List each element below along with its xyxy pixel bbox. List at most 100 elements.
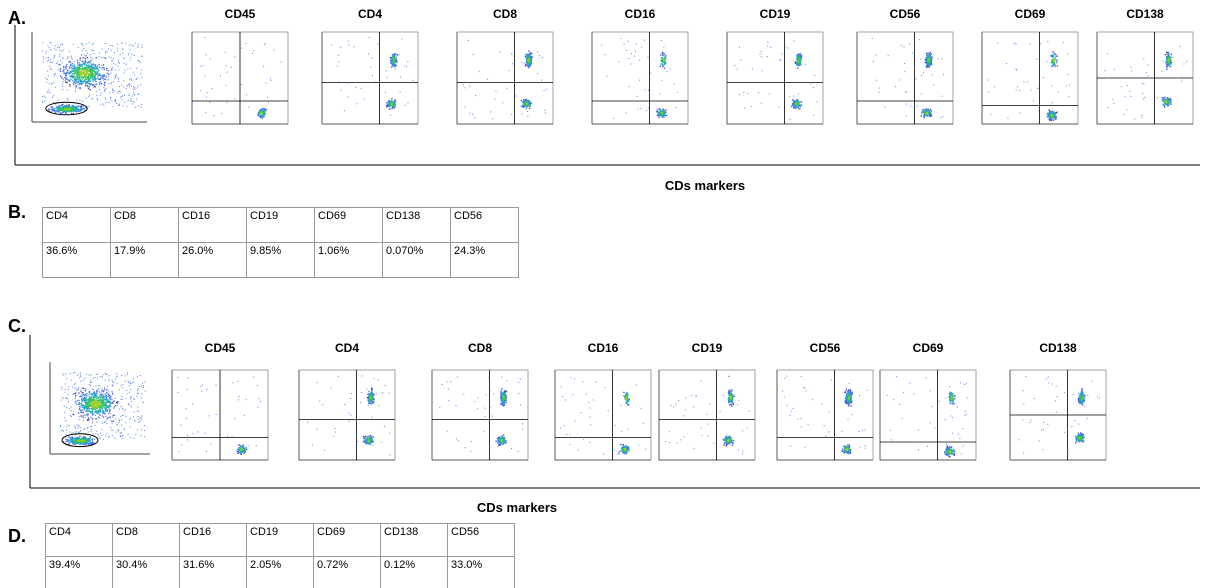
dot bbox=[999, 104, 1001, 106]
dot bbox=[263, 44, 265, 46]
dot bbox=[75, 440, 77, 443]
dot bbox=[59, 105, 61, 108]
dot bbox=[104, 57, 107, 59]
dot bbox=[370, 403, 373, 405]
dot bbox=[128, 83, 130, 85]
dot bbox=[119, 90, 121, 92]
dot bbox=[86, 411, 88, 413]
dot bbox=[53, 109, 55, 111]
dot bbox=[95, 395, 98, 398]
dot bbox=[371, 400, 373, 402]
dot bbox=[130, 101, 132, 103]
dot bbox=[662, 52, 665, 55]
dot bbox=[800, 63, 802, 66]
dot bbox=[99, 436, 101, 438]
dot bbox=[130, 406, 132, 408]
dot bbox=[95, 373, 97, 375]
dot bbox=[99, 404, 101, 406]
dot bbox=[1169, 56, 1171, 59]
dot bbox=[101, 434, 103, 436]
dot bbox=[766, 55, 768, 57]
dot bbox=[68, 443, 70, 445]
dot bbox=[920, 115, 922, 117]
dot bbox=[924, 114, 927, 117]
dot bbox=[101, 400, 104, 403]
dot bbox=[133, 411, 135, 413]
dot bbox=[86, 427, 88, 429]
dot bbox=[132, 378, 134, 380]
dot bbox=[1052, 112, 1054, 114]
dot bbox=[673, 83, 675, 85]
dot bbox=[1048, 118, 1051, 120]
dot bbox=[77, 73, 79, 75]
dot bbox=[106, 392, 108, 394]
dot bbox=[86, 81, 89, 83]
dot bbox=[389, 101, 391, 103]
dot bbox=[1047, 114, 1050, 116]
dot bbox=[663, 62, 665, 64]
dot bbox=[58, 107, 60, 109]
dot bbox=[129, 83, 131, 85]
dot bbox=[904, 63, 906, 65]
dot bbox=[929, 108, 932, 111]
dot bbox=[71, 79, 74, 82]
dot bbox=[261, 107, 263, 110]
dot bbox=[371, 398, 373, 400]
dot bbox=[89, 399, 91, 401]
dot bbox=[99, 94, 101, 96]
dot bbox=[116, 404, 118, 406]
dot bbox=[104, 82, 106, 84]
dot bbox=[76, 438, 78, 441]
dot bbox=[367, 440, 369, 442]
dot bbox=[1052, 111, 1054, 113]
dot bbox=[263, 114, 265, 116]
dot bbox=[528, 60, 530, 62]
dot bbox=[374, 81, 376, 83]
dot bbox=[78, 440, 81, 442]
dot bbox=[793, 104, 795, 107]
dot bbox=[130, 437, 132, 439]
dot bbox=[87, 87, 90, 90]
dot bbox=[59, 47, 61, 49]
dot bbox=[1052, 59, 1054, 61]
dot bbox=[130, 99, 132, 101]
dot bbox=[371, 57, 373, 59]
dot bbox=[82, 443, 84, 446]
panel-label: D. bbox=[8, 526, 26, 546]
dot bbox=[91, 393, 93, 395]
dot bbox=[197, 431, 199, 433]
dot bbox=[930, 113, 932, 116]
dot bbox=[137, 45, 139, 47]
dot bbox=[135, 106, 137, 108]
dot bbox=[204, 432, 206, 434]
dot bbox=[92, 392, 94, 395]
dot bbox=[92, 49, 94, 51]
dot bbox=[1170, 60, 1172, 62]
dot bbox=[367, 393, 369, 395]
dot bbox=[75, 107, 78, 109]
dot bbox=[99, 414, 101, 416]
dot bbox=[52, 109, 54, 111]
dot bbox=[90, 426, 92, 428]
dot bbox=[1056, 59, 1058, 61]
dot bbox=[110, 426, 112, 428]
dot bbox=[119, 91, 121, 93]
dot bbox=[660, 115, 663, 117]
dot bbox=[102, 409, 104, 411]
dot bbox=[660, 54, 662, 56]
dot bbox=[130, 85, 132, 87]
dot bbox=[50, 42, 52, 44]
dot bbox=[74, 387, 76, 389]
dot bbox=[82, 69, 84, 71]
dot bbox=[141, 69, 143, 71]
dot bbox=[107, 416, 109, 418]
dot bbox=[48, 108, 50, 111]
dot bbox=[121, 42, 123, 44]
dot bbox=[367, 396, 369, 398]
dot bbox=[369, 435, 371, 438]
dot bbox=[767, 41, 769, 43]
dot bbox=[79, 409, 81, 411]
dot bbox=[92, 42, 94, 44]
dot bbox=[104, 403, 107, 405]
dot bbox=[66, 69, 69, 71]
